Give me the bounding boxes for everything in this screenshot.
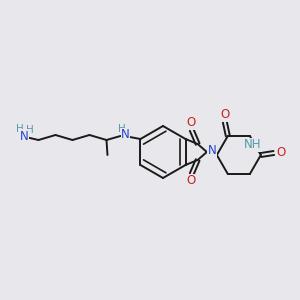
Text: O: O (186, 175, 195, 188)
Text: N: N (121, 128, 130, 142)
Text: N: N (208, 145, 216, 158)
Text: H: H (16, 124, 23, 134)
Text: O: O (276, 146, 286, 158)
Text: NH: NH (244, 138, 262, 152)
Text: H: H (118, 124, 125, 134)
Text: O: O (186, 116, 195, 130)
Text: N: N (20, 130, 29, 142)
Text: O: O (220, 108, 230, 122)
Text: H: H (26, 125, 33, 135)
